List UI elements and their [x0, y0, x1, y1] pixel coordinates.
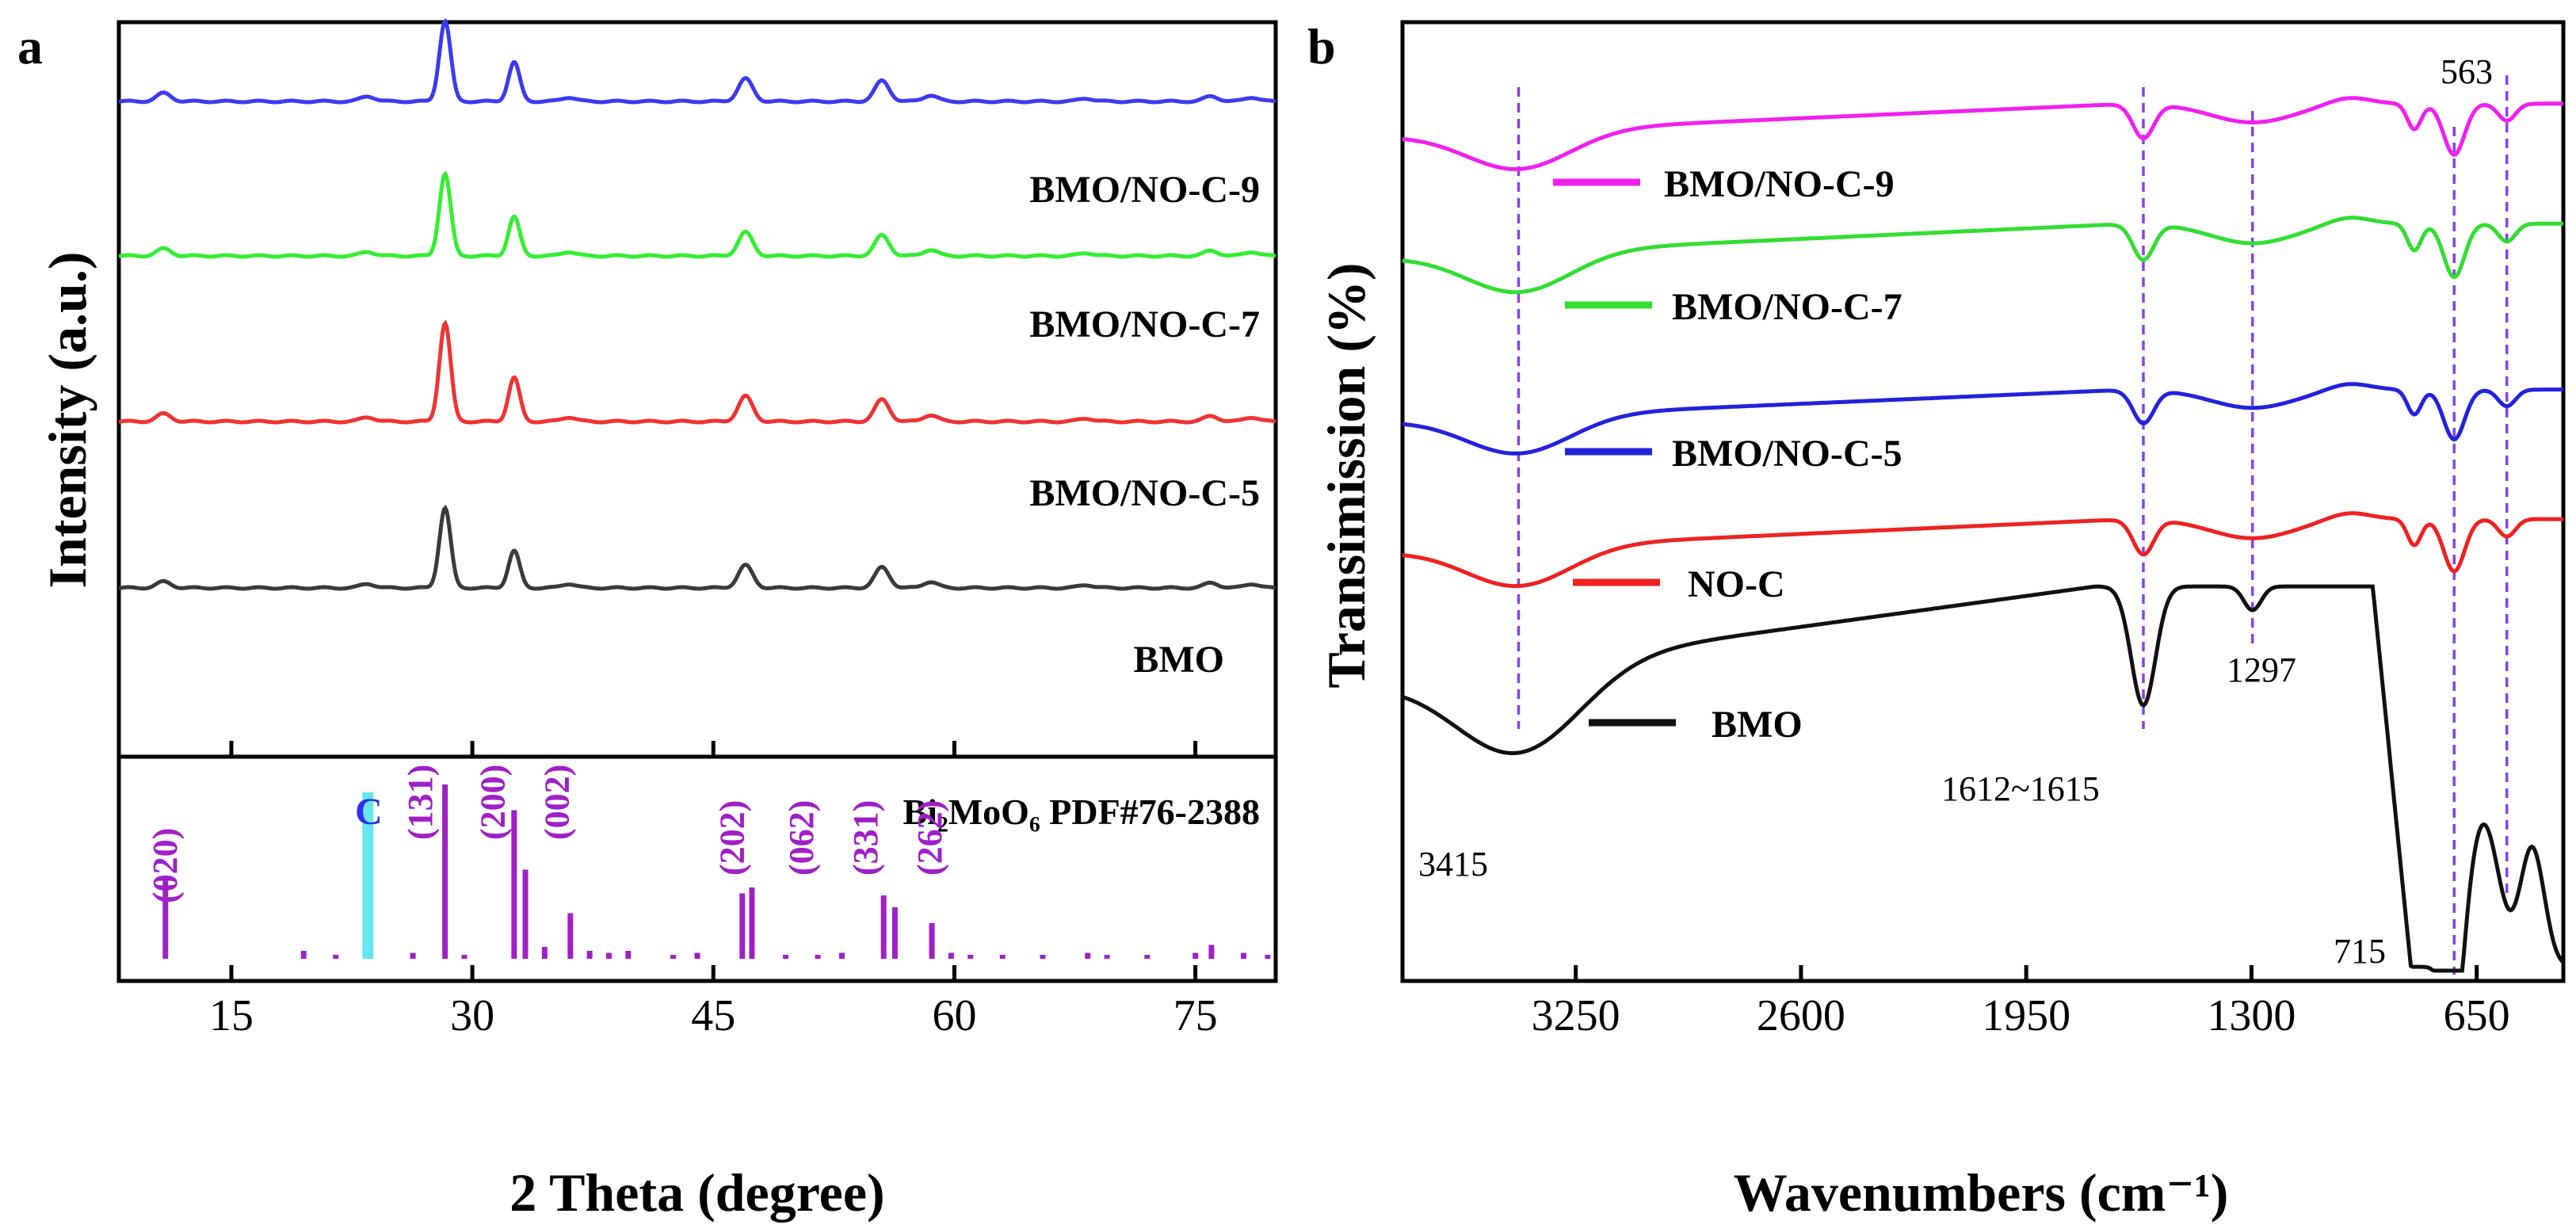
panel-b-frame [1400, 20, 2566, 983]
ftir-x-axis-label: Wavenumbers (cm⁻¹) [1734, 1162, 2229, 1223]
legend-label-bmo-no-c-7: BMO/NO-C-7 [1672, 286, 1902, 328]
ftir-x-tick-label: 1300 [2207, 991, 2296, 1040]
xrd-x-tick-label: 30 [450, 991, 494, 1040]
legend-label-bmo-no-c-9: BMO/NO-C-9 [1664, 163, 1895, 205]
annotation-563: 563 [2441, 52, 2493, 91]
plane-label-062: (062) [782, 800, 821, 876]
ftir-curve-bmo-no-c-5 [1402, 382, 2563, 456]
ftir-curves [1402, 96, 2565, 973]
xrd-label-bmo-no-c-7: BMO/NO-C-7 [1029, 303, 1260, 345]
xrd-curve-bmo-no-c-5 [118, 319, 1277, 425]
xrd-x-tick-label: 75 [1174, 991, 1218, 1040]
xrd-label-bmo-no-c-5: BMO/NO-C-5 [1029, 472, 1260, 514]
xrd-series-labels: BMO/NO-C-9 BMO/NO-C-7 BMO/NO-C-5 BMO [1029, 169, 1260, 681]
carbon-reference-bar [362, 792, 374, 959]
ftir-marker-lines [1517, 75, 2509, 975]
ftir-x-tick-label: 1950 [1982, 991, 2070, 1040]
plane-label-202: (202) [713, 800, 752, 876]
xrd-x-axis-label: 2 Theta (degree) [509, 1162, 884, 1223]
plane-labels: (020) (131) (200) (002) (202) (062) (331) (262) [146, 765, 949, 903]
xrd-curve-bmo-no-c-9 [118, 17, 1277, 105]
plane-label-131: (131) [401, 765, 440, 840]
annotation-3415: 3415 [1418, 845, 1488, 883]
plane-label-200: (200) [473, 765, 512, 840]
xrd-curve-bmo [118, 504, 1277, 591]
carbon-label: C [355, 791, 383, 833]
ftir-x-tick-label: 3250 [1532, 991, 1620, 1040]
ftir-peak-annotations: 3415 1612~1615 1297 715 563 [1418, 52, 2493, 971]
ftir-curve-bmo [1402, 584, 2565, 973]
plane-label-331: (331) [846, 800, 885, 876]
annotation-1612-1615: 1612~1615 [1941, 769, 2100, 808]
xrd-x-tick-label: 45 [691, 991, 735, 1040]
ftir-curve-bmo-no-c-9 [1402, 96, 2563, 172]
xrd-x-tick-label: 15 [209, 991, 254, 1040]
panel-a-frame [116, 20, 1278, 983]
ftir-curve-no-c [1402, 511, 2563, 589]
panel-b: b BMO/NO-C-9 BMO/NO-C-7 BMO/NO-C-5 NO-C … [1307, 18, 2566, 1223]
panel-b-letter: b [1307, 18, 1336, 74]
annotation-715: 715 [2334, 932, 2386, 971]
xrd-label-bmo: BMO [1133, 639, 1224, 681]
plane-label-020: (020) [146, 828, 185, 903]
annotation-1297: 1297 [2227, 651, 2296, 689]
xrd-curve-bmo-no-c-7 [118, 170, 1277, 259]
xrd-label-bmo-no-c-9: BMO/NO-C-9 [1029, 169, 1260, 211]
ftir-x-tick-label: 650 [2444, 991, 2510, 1040]
xrd-y-axis-label: Intensity (a.u.) [37, 251, 97, 588]
reference-pattern [162, 784, 1271, 959]
xrd-x-tick-label: 60 [932, 991, 976, 1040]
legend-label-bmo: BMO [1712, 704, 1803, 746]
ftir-curve-bmo-no-c-7 [1402, 216, 2563, 295]
plane-label-262: (262) [910, 800, 949, 876]
ftir-y-axis-label: Transimission (%) [1316, 262, 1376, 688]
ftir-x-tick-label: 2600 [1757, 991, 1845, 1040]
xrd-curves [118, 17, 1277, 591]
reference-title: Bi₂MoO₆ PDF#76-2388 [903, 792, 1260, 832]
legend-label-bmo-no-c-5: BMO/NO-C-5 [1672, 433, 1902, 475]
xrd-x-ticks: 15 30 45 60 75 [209, 741, 1218, 1040]
ftir-x-ticks: 3250 2600 1950 1300 650 [1532, 965, 2510, 1040]
legend-label-no-c: NO-C [1688, 563, 1785, 605]
ftir-legend: BMO/NO-C-9 BMO/NO-C-7 BMO/NO-C-5 NO-C BM… [1553, 163, 1902, 746]
panel-a: a BMO/NO-C-9 BMO/NO-C-7 BMO/NO-C-5 BMO C… [17, 17, 1278, 1223]
panel-a-letter: a [17, 18, 43, 74]
plane-label-002: (002) [538, 765, 577, 840]
